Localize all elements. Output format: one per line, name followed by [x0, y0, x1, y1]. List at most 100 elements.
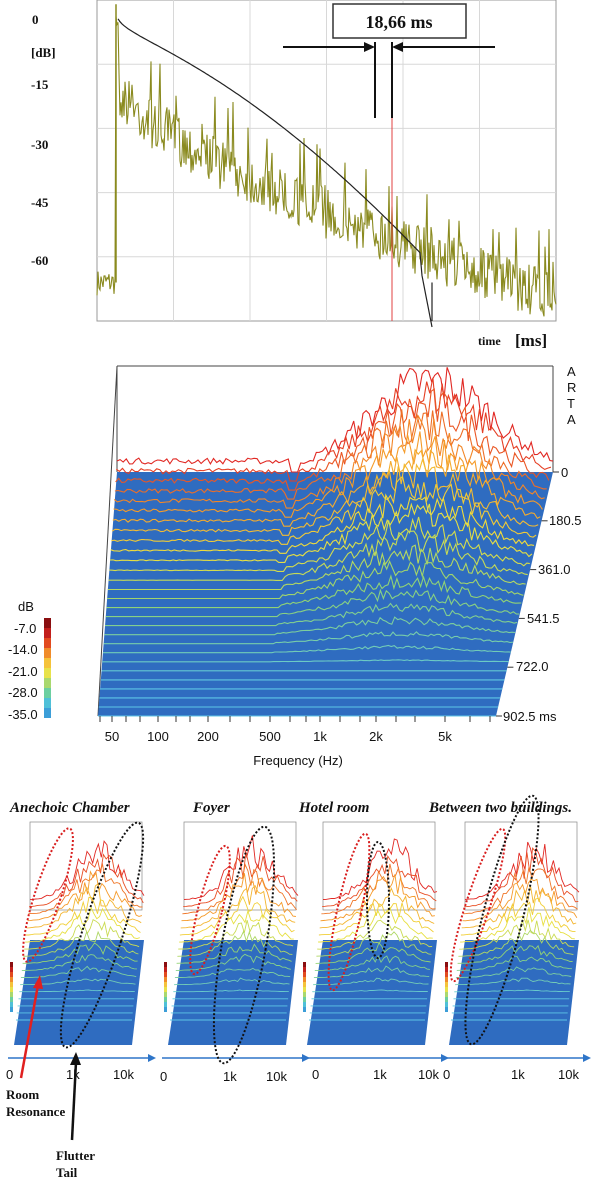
waterfall-slice	[114, 409, 547, 500]
waterfall-slice	[106, 574, 522, 609]
panel3-tick-10k: 10k	[558, 1067, 579, 1082]
annotation-box	[332, 3, 467, 39]
waterfall-slice	[102, 659, 509, 663]
panel2-tick-1k: 1k	[373, 1067, 387, 1082]
colorbar-segment	[44, 708, 51, 718]
mini-colorbar-segment	[445, 962, 448, 967]
mini-colorbar-segment	[10, 972, 13, 977]
mini-colorbar-segment	[10, 982, 13, 987]
panel1-tick-0: 0	[160, 1069, 167, 1084]
mini-panel-floor	[168, 940, 298, 1045]
mini-panel-slice	[313, 977, 429, 986]
mini-colorbar-segment	[164, 997, 167, 1002]
grid-lines	[97, 0, 556, 321]
panel0-tick-10k: 10k	[113, 1067, 134, 1082]
mini-colorbar-segment	[10, 987, 13, 992]
mini-colorbar-segment	[164, 1002, 167, 1007]
mini-panel-slice	[176, 943, 292, 964]
mini-colorbar-segment	[303, 967, 306, 972]
annotation-text: 18,66 ms	[366, 12, 433, 32]
mini-panel-slice	[21, 954, 137, 971]
mini-panel-slice	[179, 909, 294, 943]
impulse-line	[96, 16, 557, 317]
mini-panel	[443, 821, 591, 1062]
mini-panel-slice	[460, 897, 576, 936]
side-label: A R T A	[567, 364, 576, 427]
mini-colorbar-segment	[10, 977, 13, 982]
freq-tick-1k: 1k	[313, 729, 327, 744]
mini-colorbar-segment	[303, 987, 306, 992]
mini-colorbar-segment	[445, 972, 448, 977]
flutter-tail-label: Flutter Tail	[56, 1148, 95, 1180]
mini-panel-slice	[177, 930, 293, 957]
mini-colorbar-segment	[164, 987, 167, 992]
mini-panel-floor	[307, 940, 437, 1045]
time-tick-2: 361.0	[538, 562, 571, 577]
waterfall-slice	[107, 544, 526, 591]
mini-panel-floor	[14, 940, 144, 1045]
highlight-ellipse	[22, 827, 74, 963]
mini-panel-slice	[314, 954, 430, 971]
colorbar-segment	[44, 638, 51, 648]
highlight-ellipse	[464, 794, 540, 1046]
colorbar-tick-35: -35.0	[8, 707, 38, 722]
waterfall-slice	[103, 631, 513, 645]
mini-colorbar-segment	[445, 1007, 448, 1012]
mini-panel-group	[8, 794, 591, 1065]
mini-panel-slice	[456, 955, 572, 971]
highlight-ellipse	[449, 827, 507, 983]
mini-colorbar-segment	[303, 962, 306, 967]
freq-tick-50: 50	[105, 729, 119, 744]
waterfall-slice	[109, 516, 530, 572]
mini-panel	[8, 821, 156, 1062]
panel1-tick-10k: 10k	[266, 1069, 287, 1084]
waterfall-slice	[113, 431, 543, 518]
mini-panel-slice	[313, 965, 430, 979]
mini-panel-slice	[24, 918, 140, 950]
room-resonance-label: Room Resonance	[6, 1087, 66, 1119]
time-tick-marks	[496, 471, 559, 717]
mini-colorbar-segment	[303, 992, 306, 997]
freq-tick-2k: 2k	[369, 729, 383, 744]
mini-panel-frame	[183, 821, 297, 911]
mini-panel-slice	[464, 847, 579, 908]
mini-panel-slice	[457, 944, 573, 964]
y-tick-15: -15	[31, 77, 49, 92]
colorbar-segment	[44, 678, 51, 688]
mini-colorbar-segment	[10, 967, 13, 972]
mini-colorbar-segment	[10, 992, 13, 997]
decay-line	[117, 18, 433, 328]
time-tick-5: 902.5 ms	[503, 709, 557, 724]
mini-panel-slice	[175, 953, 291, 971]
mini-panel-frame	[29, 821, 143, 911]
panel2-tick-10k: 10k	[418, 1067, 439, 1082]
time-tick-3: 541.5	[527, 611, 560, 626]
mini-panel	[301, 821, 449, 1062]
mini-panel-floor	[449, 940, 579, 1045]
y-tick-labels: 0 [dB] -15 -30 -45 -60	[31, 12, 56, 268]
mini-colorbar-segment	[303, 1007, 306, 1012]
y-tick-30: -30	[31, 137, 48, 152]
waterfall-slice	[111, 457, 539, 536]
mini-panel-slice	[316, 931, 432, 957]
flutter-tail-arrow	[70, 1061, 78, 1141]
mini-panel-slice	[455, 966, 572, 979]
mini-panel-slice	[182, 863, 297, 915]
mini-panel-slice	[30, 840, 145, 900]
mini-panel-slice	[174, 967, 291, 979]
colorbar-segment	[44, 668, 51, 678]
colorbar-tick-28: -28.0	[8, 685, 38, 700]
highlight-ellipse	[212, 825, 276, 1065]
mini-colorbar-segment	[164, 992, 167, 997]
waterfall-slice	[105, 602, 518, 627]
mini-panel-frame	[322, 821, 436, 911]
time-tick-0: 0	[561, 465, 568, 480]
mini-panel-slice	[27, 870, 143, 922]
impulse-series	[96, 4, 557, 317]
y-axis-label: [dB]	[31, 45, 56, 60]
waterfall-slice	[102, 644, 511, 654]
caption-hotel-room: Hotel room	[299, 800, 370, 816]
mini-colorbar-segment	[10, 962, 13, 967]
waterfall-slice	[104, 616, 516, 636]
